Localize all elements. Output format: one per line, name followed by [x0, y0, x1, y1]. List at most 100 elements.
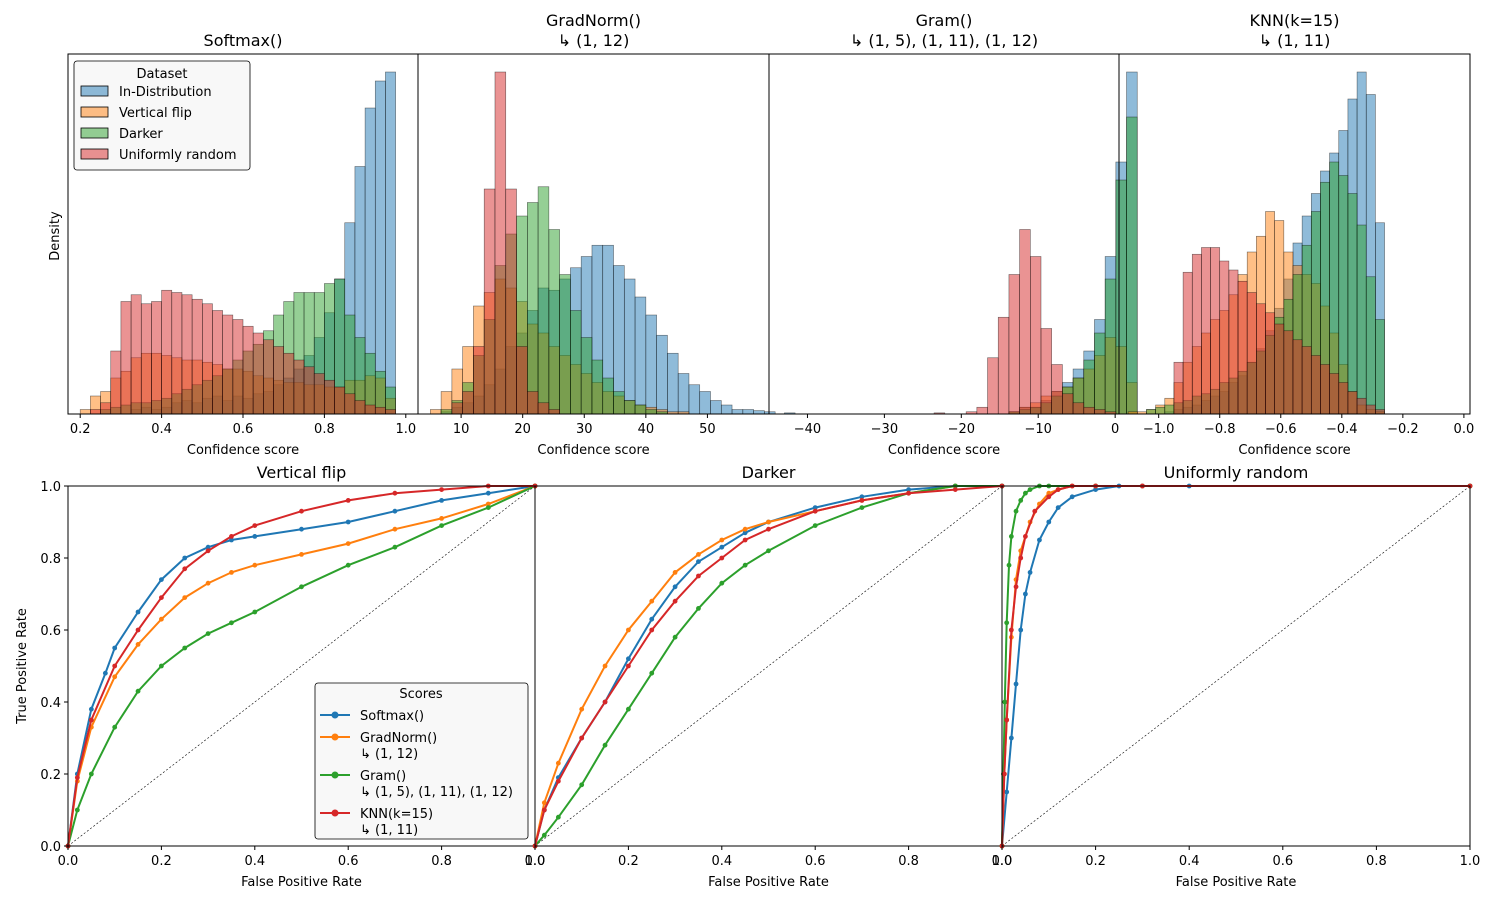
roc-point	[696, 606, 701, 611]
bar	[1329, 373, 1340, 415]
legend-box	[314, 682, 529, 840]
bar	[1283, 330, 1294, 415]
bar	[623, 278, 636, 415]
bar	[120, 301, 132, 415]
x-tick-label: 0.0	[1454, 422, 1475, 437]
roc-point	[439, 523, 444, 528]
bar	[720, 404, 733, 415]
roc-point	[1032, 508, 1038, 514]
bar	[987, 357, 999, 415]
roc-point	[766, 526, 771, 532]
bar	[1356, 224, 1367, 415]
bar	[688, 384, 701, 415]
roc-point	[299, 526, 304, 532]
bar	[677, 373, 690, 415]
legend-entry-knn-k-15: ↳ (1, 11)	[360, 823, 418, 838]
x-tick-label: −40	[794, 422, 821, 437]
x-tick-label: 1.0	[395, 422, 416, 437]
roc-point	[1001, 771, 1007, 777]
bar	[374, 406, 386, 415]
legend-entry-darker: Darker	[119, 127, 163, 142]
roc-point	[205, 631, 211, 636]
y-tick-label: 1.0	[40, 480, 61, 495]
roc-point	[112, 674, 118, 680]
roc-point	[88, 717, 94, 723]
roc-point	[906, 487, 911, 492]
bar	[222, 314, 234, 415]
x-tick-label: 0.6	[1272, 854, 1293, 869]
bar	[656, 334, 668, 415]
roc-point	[229, 534, 234, 539]
bar	[385, 409, 396, 415]
roc-point	[182, 555, 188, 561]
roc-point	[742, 537, 748, 543]
bar	[1104, 278, 1117, 415]
roc-point	[696, 552, 701, 557]
bar	[451, 402, 463, 415]
panel-title: Softmax()	[204, 31, 283, 50]
roc-point	[719, 544, 725, 550]
roc-point	[742, 562, 748, 568]
bar	[79, 409, 91, 415]
scores-legend: Scores Softmax() GradNorm()↳ (1, 12) Gram()…	[314, 682, 529, 840]
roc-point	[1004, 717, 1010, 723]
roc-point	[1013, 584, 1019, 590]
bar	[1094, 409, 1106, 415]
bar	[202, 303, 213, 415]
roc-point	[205, 580, 211, 586]
roc-line	[67, 485, 536, 847]
roc-point	[1008, 627, 1014, 633]
y-tick-label: 0.2	[40, 768, 61, 783]
roc-point	[1023, 534, 1028, 539]
x-axis-label: Confidence score	[888, 443, 1000, 458]
legend-box	[73, 60, 251, 171]
tpr-ylabel: True Positive Rate	[15, 608, 30, 725]
roc-point	[649, 627, 655, 633]
panel-title: ↳ (1, 5), (1, 11), (1, 12)	[850, 31, 1038, 50]
bar	[483, 188, 496, 415]
x-tick-label: 0.4	[711, 854, 732, 869]
bar	[527, 391, 539, 415]
roc-point	[392, 526, 398, 532]
bar	[1126, 116, 1138, 415]
dataset-legend: Dataset In-Distribution Vertical flip Darke…	[73, 60, 251, 171]
roc-point	[299, 552, 304, 557]
bar	[1182, 271, 1193, 415]
bar	[1338, 175, 1349, 415]
legend-swatch	[80, 106, 109, 118]
roc-point	[159, 616, 164, 622]
roc-point	[1093, 487, 1098, 492]
bar	[473, 346, 485, 415]
roc-point	[439, 516, 444, 521]
roc-point	[766, 548, 771, 554]
roc-point	[205, 544, 211, 550]
bar	[753, 410, 765, 415]
roc-point	[485, 505, 491, 510]
bar	[494, 71, 507, 415]
bar	[634, 296, 647, 415]
roc-point	[345, 562, 351, 568]
bar	[232, 319, 244, 415]
legend-entry-softmax: Softmax()	[360, 709, 424, 724]
roc-point	[74, 807, 80, 813]
roc-point	[579, 735, 585, 741]
bar	[1083, 359, 1095, 415]
bar	[1365, 276, 1376, 415]
bar	[710, 400, 722, 415]
series-gradnorm	[532, 483, 1005, 849]
panel-title: Vertical flip	[257, 463, 347, 482]
roc-line	[67, 485, 535, 847]
roc-point	[182, 645, 188, 651]
legend-entry-in-distribution: In-Distribution	[119, 85, 212, 100]
x-tick-label: −0.8	[1204, 422, 1236, 437]
roc-point	[696, 559, 701, 564]
roc-line	[67, 485, 536, 847]
roc-point	[439, 487, 444, 492]
bar	[1246, 292, 1257, 415]
roc-point	[135, 609, 141, 615]
bar	[591, 359, 604, 415]
bar	[699, 391, 711, 415]
roc-point	[859, 494, 865, 500]
bar	[1292, 339, 1303, 415]
axes-frame	[1001, 485, 1471, 847]
